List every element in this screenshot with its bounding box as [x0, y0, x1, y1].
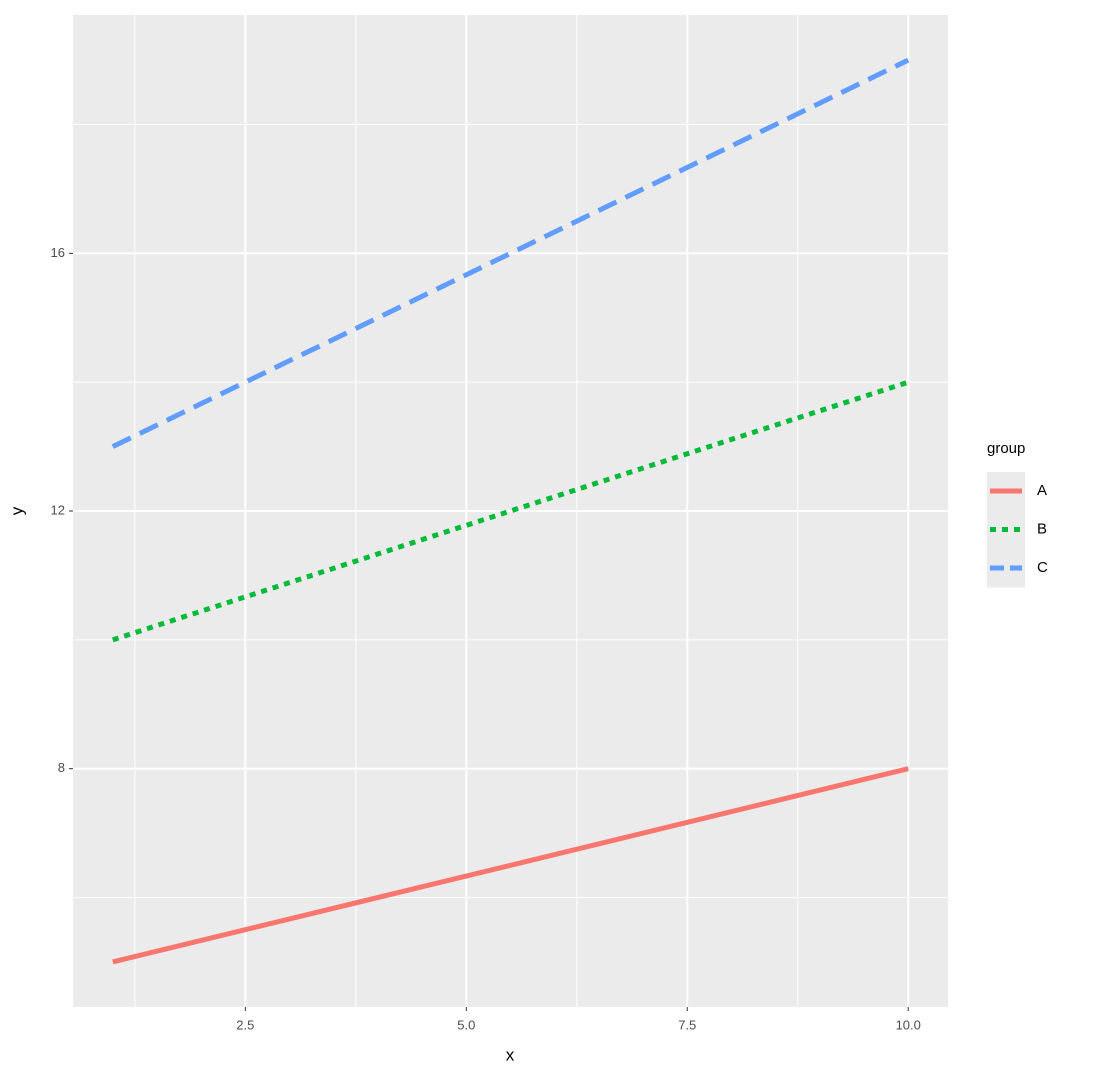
y-tick-label: 16 — [51, 245, 65, 260]
legend-label: B — [1037, 520, 1047, 537]
y-tick-label: 12 — [51, 502, 65, 517]
grid — [73, 15, 948, 1007]
x-tick-label: 7.5 — [678, 1017, 696, 1032]
legend-label: C — [1037, 559, 1048, 576]
x-axis-title: x — [506, 1045, 515, 1064]
x-tick-label: 2.5 — [236, 1017, 254, 1032]
y-tick-label: 8 — [58, 760, 65, 775]
x-tick-label: 10.0 — [896, 1017, 921, 1032]
series-line — [112, 766, 909, 965]
legend-label: A — [1037, 482, 1047, 499]
series-line — [111, 57, 910, 449]
legend-title: group — [987, 440, 1025, 457]
x-tick-label: 5.0 — [457, 1017, 475, 1032]
lines — [111, 57, 910, 965]
series-line — [112, 379, 909, 643]
y-axis-title: y — [7, 506, 26, 515]
legend: A B C — [987, 472, 1048, 588]
